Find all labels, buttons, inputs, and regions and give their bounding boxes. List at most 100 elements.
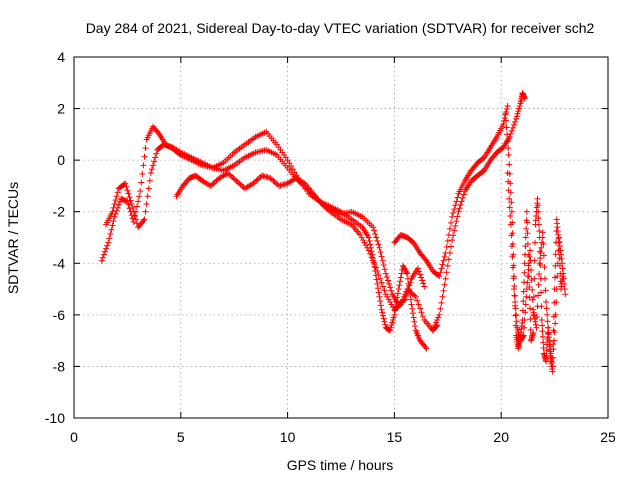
data-point bbox=[267, 175, 274, 182]
data-point bbox=[506, 204, 513, 211]
data-point bbox=[422, 344, 429, 351]
series-track-e bbox=[429, 90, 528, 334]
x-tick-label: 15 bbox=[387, 429, 403, 445]
data-point bbox=[526, 294, 533, 301]
data-point bbox=[374, 268, 381, 275]
data-point bbox=[142, 145, 149, 152]
data-point bbox=[388, 287, 395, 294]
data-point bbox=[250, 180, 257, 187]
data-point bbox=[536, 228, 543, 235]
data-point bbox=[103, 245, 110, 252]
data-point bbox=[412, 323, 419, 330]
data-point bbox=[544, 311, 551, 318]
data-point bbox=[402, 266, 409, 273]
data-point bbox=[383, 274, 390, 281]
data-point bbox=[141, 153, 148, 160]
data-point bbox=[522, 309, 529, 316]
data-point bbox=[236, 180, 243, 187]
data-point bbox=[430, 324, 437, 331]
data-point bbox=[543, 298, 550, 305]
data-point bbox=[549, 363, 556, 370]
data-point bbox=[381, 266, 388, 273]
data-point bbox=[145, 185, 152, 192]
data-point bbox=[556, 238, 563, 245]
data-point bbox=[436, 311, 443, 318]
data-point bbox=[99, 254, 106, 261]
data-point bbox=[113, 207, 120, 214]
data-point bbox=[440, 287, 447, 294]
data-point bbox=[122, 180, 129, 187]
data-point bbox=[387, 298, 394, 305]
data-point bbox=[378, 279, 385, 286]
data-point bbox=[506, 161, 513, 168]
data-point bbox=[368, 248, 375, 255]
data-point bbox=[127, 197, 134, 204]
data-point bbox=[153, 150, 160, 157]
data-point bbox=[539, 333, 546, 340]
data-point bbox=[527, 326, 534, 333]
data-point bbox=[448, 219, 455, 226]
data-point bbox=[509, 124, 516, 131]
y-axis-label: SDTVAR / TECUs bbox=[5, 182, 21, 294]
data-point bbox=[107, 231, 114, 238]
data-point bbox=[404, 286, 411, 293]
data-point bbox=[540, 252, 547, 259]
data-point bbox=[536, 260, 543, 267]
data-point bbox=[505, 187, 512, 194]
data-point bbox=[547, 350, 554, 357]
data-point bbox=[210, 180, 217, 187]
data-point bbox=[435, 314, 442, 321]
data-point bbox=[140, 217, 147, 224]
data-point bbox=[397, 301, 404, 308]
data-point bbox=[539, 328, 546, 335]
data-point bbox=[400, 264, 407, 271]
data-point bbox=[433, 319, 440, 326]
data-point bbox=[505, 145, 512, 152]
data-point bbox=[521, 317, 528, 324]
data-point bbox=[521, 269, 528, 276]
data-point bbox=[549, 368, 556, 375]
data-point bbox=[456, 205, 463, 212]
data-point bbox=[514, 110, 521, 117]
data-point bbox=[537, 249, 544, 256]
data-point bbox=[530, 309, 537, 316]
data-point bbox=[143, 200, 150, 207]
data-point bbox=[407, 279, 414, 286]
data-point bbox=[110, 204, 117, 211]
data-point bbox=[140, 162, 147, 169]
data-point bbox=[561, 286, 568, 293]
data-point bbox=[524, 230, 531, 237]
data-point bbox=[458, 198, 465, 205]
data-point bbox=[268, 176, 275, 183]
data-point bbox=[104, 242, 111, 249]
data-point bbox=[398, 298, 405, 305]
data-point bbox=[540, 339, 547, 346]
data-point bbox=[126, 194, 133, 201]
data-point bbox=[520, 298, 527, 305]
data-point bbox=[109, 208, 116, 215]
data-point bbox=[557, 247, 564, 254]
data-point bbox=[130, 208, 137, 215]
data-point bbox=[377, 298, 384, 305]
x-tick-label: 10 bbox=[280, 429, 296, 445]
data-point bbox=[288, 163, 295, 170]
data-point bbox=[503, 117, 510, 124]
data-point bbox=[512, 298, 519, 305]
data-point bbox=[558, 255, 565, 262]
data-point bbox=[537, 255, 544, 262]
data-point bbox=[515, 108, 522, 115]
data-point bbox=[384, 277, 391, 284]
data-point bbox=[230, 175, 237, 182]
data-point bbox=[135, 198, 142, 205]
data-point bbox=[137, 188, 144, 195]
data-point bbox=[379, 309, 386, 316]
data-point bbox=[455, 208, 462, 215]
data-point bbox=[115, 201, 122, 208]
data-point bbox=[128, 200, 135, 207]
data-point bbox=[523, 286, 530, 293]
data-point bbox=[533, 324, 540, 331]
data-point bbox=[506, 133, 513, 140]
data-point bbox=[372, 231, 379, 238]
data-point bbox=[513, 318, 520, 325]
data-point bbox=[454, 213, 461, 220]
